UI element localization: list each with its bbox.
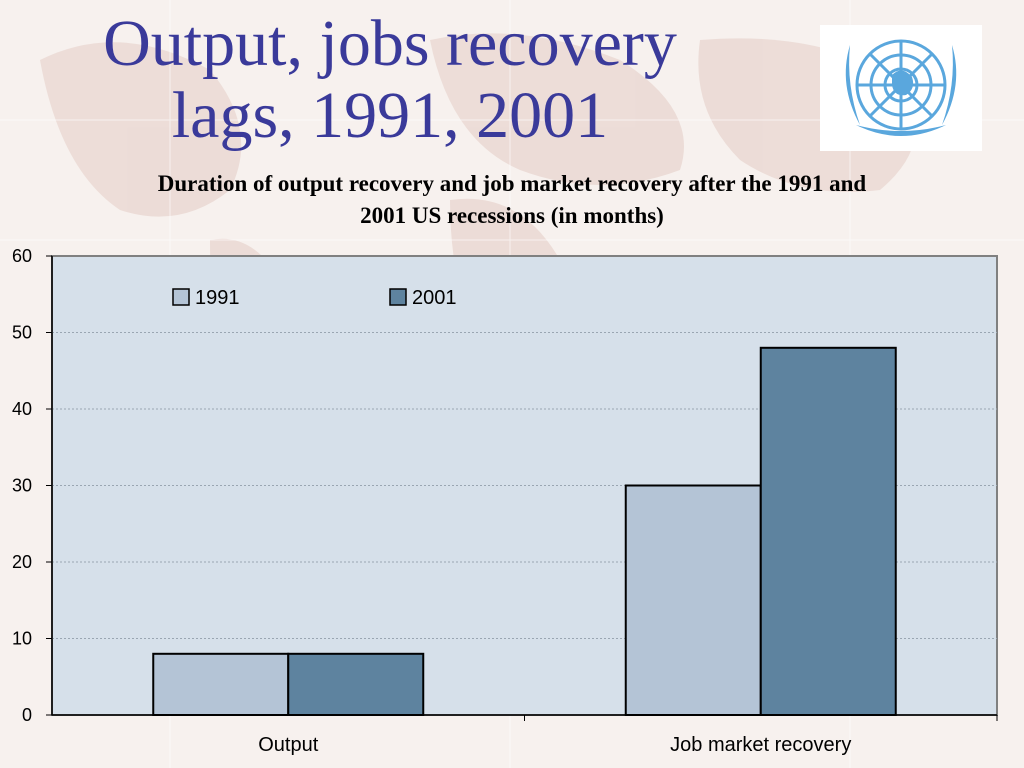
y-tick-label: 0 [22, 705, 32, 725]
bar-1991-output [152, 652, 290, 716]
y-tick-label: 60 [12, 246, 32, 266]
slide-title: Output, jobs recovery lags, 1991, 2001 [10, 8, 770, 152]
bar-1991-job-market-recovery [624, 484, 762, 716]
slide-title-line2: lags, 1991, 2001 [171, 79, 609, 152]
y-tick-label: 50 [12, 323, 32, 343]
chart-title: Duration of output recovery and job mark… [0, 168, 1024, 232]
y-tick-label: 10 [12, 629, 32, 649]
y-tick-label: 40 [12, 399, 32, 419]
legend-swatch-2001 [389, 288, 407, 306]
category-label: Output [258, 734, 318, 756]
united-nations-emblem-icon [845, 39, 957, 136]
un-logo [820, 25, 982, 151]
y-tick-label: 20 [12, 552, 32, 572]
chart-title-line2: 2001 US recessions (in months) [360, 203, 664, 228]
slide-title-line1: Output, jobs recovery [103, 7, 677, 80]
bar-2001-job-market-recovery [759, 346, 897, 717]
bar-chart: 0 10 20 30 40 50 60 Output Job market recovery 19… [12, 246, 998, 756]
legend-label-2001: 2001 [412, 287, 457, 309]
y-tick-label: 30 [12, 476, 32, 496]
bar-2001-output [287, 652, 425, 716]
legend-label-1991: 1991 [195, 287, 240, 309]
category-label: Job market recovery [670, 734, 851, 756]
chart-title-line1: Duration of output recovery and job mark… [157, 171, 867, 196]
legend-swatch-1991 [172, 288, 190, 306]
